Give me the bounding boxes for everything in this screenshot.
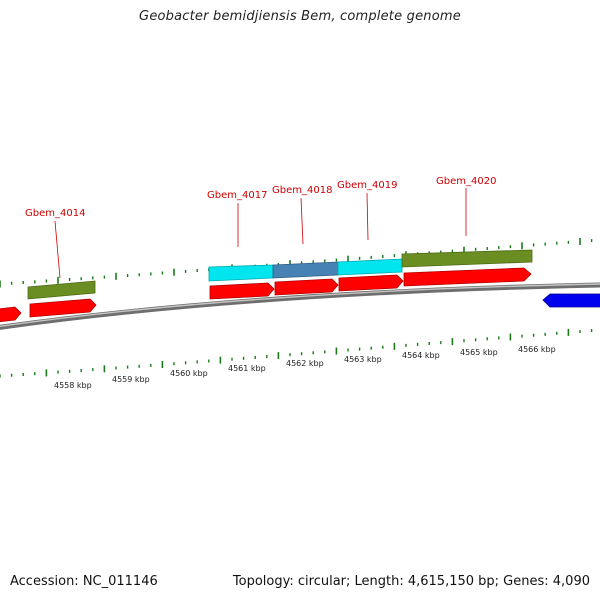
accession-text: Accession: NC_011146 — [10, 574, 158, 589]
kbp-label-4561: 4561 kbp — [228, 364, 266, 373]
feature-ring — [27, 249, 533, 300]
kbp-label-4558: 4558 kbp — [54, 381, 92, 390]
cds-arrow-gbem-4020[interactable] — [403, 267, 532, 287]
callout-line-gbem-4014 — [54, 220, 61, 279]
kbp-tick-ring — [0, 328, 593, 378]
feature-gbem-4019[interactable] — [337, 258, 403, 276]
genome-backbone — [0, 282, 600, 330]
callout-line-gbem-4018 — [300, 197, 304, 245]
cds-arrow-gbem-4014[interactable] — [29, 298, 97, 318]
cds-arrow-gbem-4019[interactable] — [338, 274, 404, 292]
gene-labels: Gbem_4014 Gbem_4017 Gbem_4018 Gbem_4019 … — [25, 176, 496, 279]
cds-arrow-partial-left[interactable] — [0, 306, 22, 323]
cds-arrow-reverse-right[interactable] — [542, 293, 600, 308]
genome-backbone-highlight — [0, 283, 600, 328]
gene-label-gbem-4020[interactable]: Gbem_4020 — [436, 176, 496, 187]
kbp-label-4560: 4560 kbp — [170, 369, 208, 378]
feature-gbem-4014[interactable] — [27, 280, 96, 300]
kbp-labels: 4558 kbp 4559 kbp 4560 kbp 4561 kbp 4562… — [54, 345, 556, 390]
feature-gbem-4017[interactable] — [208, 264, 274, 282]
topology-summary: Topology: circular; Length: 4,615,150 bp… — [232, 574, 590, 589]
feature-gbem-4018[interactable] — [272, 261, 339, 279]
kbp-label-4562: 4562 kbp — [286, 359, 324, 368]
kbp-label-4559: 4559 kbp — [112, 375, 150, 384]
kbp-label-4566: 4566 kbp — [518, 345, 556, 354]
cds-arrow-gbem-4017[interactable] — [209, 282, 275, 300]
feature-gbem-4020[interactable] — [401, 249, 533, 268]
kbp-label-4565: 4565 kbp — [460, 348, 498, 357]
cds-arrow-gbem-4018[interactable] — [274, 278, 339, 296]
map-title: Geobacter bemidjiensis Bem, complete gen… — [139, 9, 461, 24]
kbp-label-4563: 4563 kbp — [344, 355, 382, 364]
gene-label-gbem-4019[interactable]: Gbem_4019 — [337, 180, 397, 191]
callout-line-gbem-4019 — [366, 192, 369, 241]
gene-label-gbem-4018[interactable]: Gbem_4018 — [272, 185, 332, 196]
kbp-label-4564: 4564 kbp — [402, 351, 440, 360]
gene-label-gbem-4014[interactable]: Gbem_4014 — [25, 208, 85, 219]
cds-ring — [0, 267, 600, 323]
gene-label-gbem-4017[interactable]: Gbem_4017 — [207, 190, 267, 201]
